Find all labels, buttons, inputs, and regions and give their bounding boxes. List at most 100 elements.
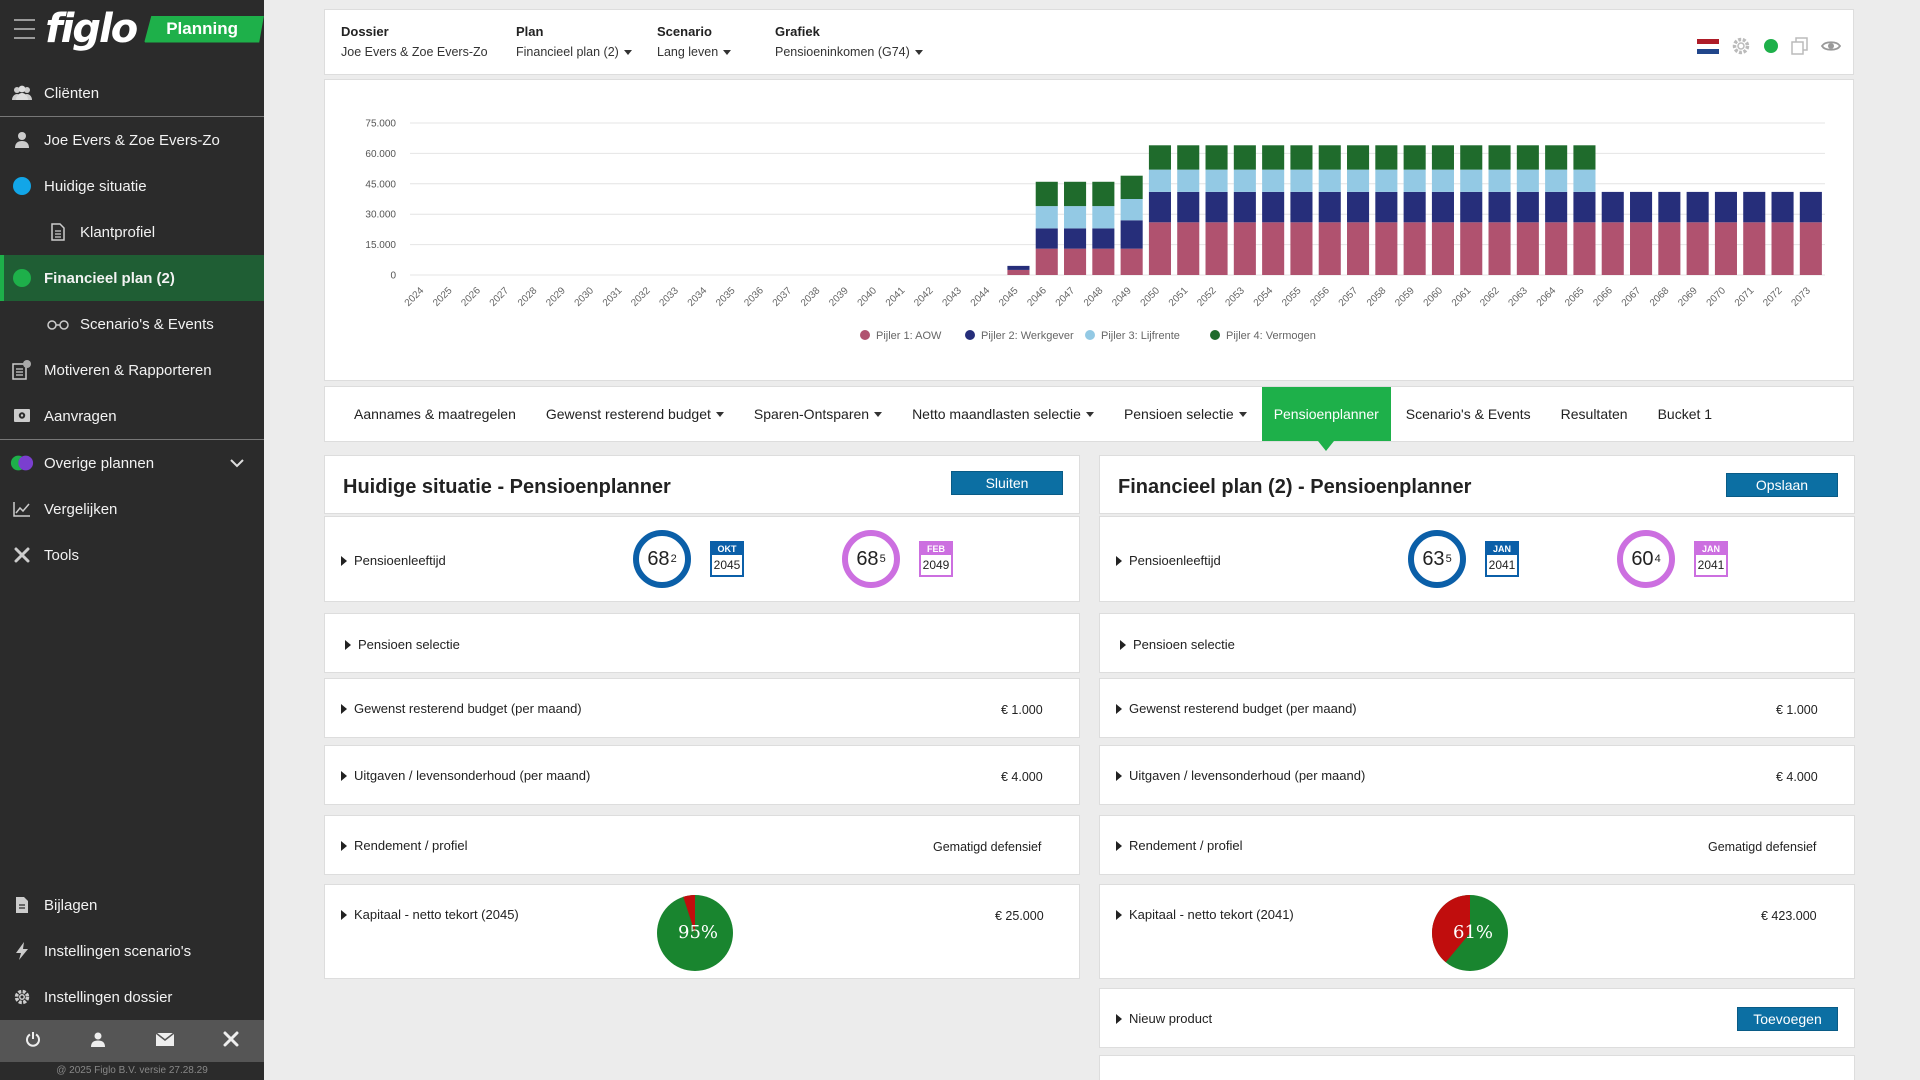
x-tick-label: 2049 bbox=[1110, 285, 1134, 309]
expand-triangle-icon bbox=[1116, 555, 1122, 566]
sidebar-item-scenarios-events[interactable]: Scenario's & Events bbox=[0, 301, 264, 347]
bar-segment-pijler-1 bbox=[1233, 222, 1256, 275]
right-budget-row[interactable]: Gewenst resterend budget (per maand) € 1… bbox=[1099, 678, 1855, 738]
left-rendement-row[interactable]: Rendement / profiel Gematigd defensief bbox=[324, 815, 1080, 875]
chevron-down-icon[interactable] bbox=[230, 455, 244, 472]
tab-resultaten[interactable]: Resultaten bbox=[1546, 387, 1643, 441]
right-rendement-row[interactable]: Rendement / profiel Gematigd defensief bbox=[1099, 815, 1855, 875]
sidebar-item-vergelijken[interactable]: Vergelijken bbox=[0, 486, 264, 532]
tab-label: Pensioen selectie bbox=[1123, 406, 1234, 422]
x-tick-label: 2072 bbox=[1761, 285, 1785, 309]
sidebar-item-dossier[interactable]: Joe Evers & Zoe Evers-Zo bbox=[0, 117, 264, 163]
bar-segment-pijler-3 bbox=[1120, 199, 1143, 221]
right-pensioen-selectie-row[interactable]: Pensioen selectie bbox=[1099, 613, 1855, 673]
right-uitgaven-row[interactable]: Uitgaven / levensonderhoud (per maand) €… bbox=[1099, 745, 1855, 805]
left-pensioenleeftijd-row[interactable]: Pensioenleeftijd 68 2 OKT 2045 68 5 FEB 2049 bbox=[324, 516, 1080, 602]
x-tick-label: 2029 bbox=[544, 285, 568, 309]
x-tick-label: 2042 bbox=[912, 285, 936, 309]
scenario-select[interactable]: Scenario Lang leven bbox=[657, 24, 732, 59]
calendar-icon-partner1: OKT 2045 bbox=[710, 541, 744, 577]
sidebar-item-overige-plannen[interactable]: Overige plannen bbox=[0, 440, 264, 486]
bar-segment-pijler-3 bbox=[1233, 169, 1256, 192]
pie-percent-label: 95% bbox=[678, 922, 719, 943]
sidebar-item-instellingen-scenarios[interactable]: Instellingen scenario's bbox=[0, 928, 264, 974]
x-tick-label: 2032 bbox=[629, 285, 653, 309]
toevoegen-button[interactable]: Toevoegen bbox=[1737, 1007, 1838, 1031]
mail-icon[interactable] bbox=[155, 1031, 175, 1051]
power-icon[interactable] bbox=[25, 1031, 41, 1052]
tab-bucket-1[interactable]: Bucket 1 bbox=[1643, 387, 1727, 441]
age-ring-partner2: 68 5 bbox=[842, 530, 900, 588]
sidebar-item-financieel-plan[interactable]: Financieel plan (2) bbox=[0, 255, 264, 301]
user-profile-icon[interactable] bbox=[90, 1031, 106, 1052]
x-tick-label: 2053 bbox=[1223, 285, 1247, 309]
x-tick-label: 2054 bbox=[1252, 285, 1276, 309]
bar-segment-pijler-4 bbox=[1545, 145, 1568, 170]
document-icon bbox=[46, 222, 70, 242]
sidebar-item-klantprofiel[interactable]: Klantprofiel bbox=[0, 209, 264, 255]
hamburger-menu-icon[interactable] bbox=[14, 19, 36, 39]
sidebar-item-label: Vergelijken bbox=[44, 500, 118, 518]
kapitaal-label: Kapitaal - netto tekort (2041) bbox=[1129, 907, 1294, 922]
sidebar-item-instellingen-dossier[interactable]: Instellingen dossier bbox=[0, 974, 264, 1020]
left-kapitaal-row[interactable]: Kapitaal - netto tekort (2045) € 25.000 … bbox=[324, 884, 1080, 979]
plan-select[interactable]: Plan Financieel plan (2) bbox=[516, 24, 632, 59]
dossier-field[interactable]: Dossier Joe Evers & Zoe Evers-Zo bbox=[341, 24, 488, 59]
tab-sparen-ontsparen[interactable]: Sparen-Ontsparen bbox=[739, 387, 897, 441]
sidebar-item-label: Scenario's & Events bbox=[80, 315, 214, 333]
x-tick-label: 2060 bbox=[1422, 285, 1446, 309]
opslaan-button[interactable]: Opslaan bbox=[1726, 473, 1838, 497]
uitgaven-value: € 4.000 bbox=[1001, 770, 1043, 784]
bar-segment-pijler-1 bbox=[1120, 248, 1143, 275]
x-tick-label: 2039 bbox=[827, 285, 851, 309]
users-icon bbox=[10, 83, 34, 103]
sidebar-item-bijlagen[interactable]: Bijlagen bbox=[0, 882, 264, 928]
nieuw-product-row[interactable]: Nieuw product Toevoegen bbox=[1099, 988, 1855, 1048]
calendar-month: FEB bbox=[921, 543, 951, 555]
left-budget-row[interactable]: Gewenst resterend budget (per maand) € 1… bbox=[324, 678, 1080, 738]
expand-triangle-icon bbox=[341, 555, 347, 566]
sidebar-item-aanvragen[interactable]: Aanvragen bbox=[0, 393, 264, 439]
copy-icon[interactable] bbox=[1791, 37, 1809, 60]
age-months: 4 bbox=[1654, 553, 1661, 565]
bar-segment-pijler-2 bbox=[1403, 191, 1426, 223]
right-kapitaal-row[interactable]: Kapitaal - netto tekort (2041) € 423.000… bbox=[1099, 884, 1855, 979]
sluiten-button[interactable]: Sluiten bbox=[951, 471, 1063, 495]
left-uitgaven-row[interactable]: Uitgaven / levensonderhoud (per maand) €… bbox=[324, 745, 1080, 805]
bar-segment-pijler-4 bbox=[1375, 145, 1398, 170]
bar-segment-pijler-4 bbox=[1233, 145, 1256, 170]
budget-value: € 1.000 bbox=[1001, 703, 1043, 717]
tab-pensioenplanner[interactable]: Pensioenplanner bbox=[1261, 387, 1391, 451]
row-label: Gewenst resterend budget (per maand) bbox=[1116, 701, 1357, 716]
settings-gear-icon[interactable] bbox=[1731, 36, 1751, 61]
tab-scenario-s-events[interactable]: Scenario's & Events bbox=[1391, 387, 1546, 441]
legend-label: Pijler 4: Vermogen bbox=[1226, 330, 1316, 342]
bar-segment-pijler-4 bbox=[1262, 145, 1285, 170]
tab-label: Sparen-Ontsparen bbox=[753, 406, 870, 422]
bar-segment-pijler-1 bbox=[1573, 222, 1596, 275]
bar-segment-pijler-2 bbox=[1743, 191, 1766, 223]
row-label: Uitgaven / levensonderhoud (per maand) bbox=[341, 768, 590, 783]
tab-aannames-maatregelen[interactable]: Aannames & maatregelen bbox=[339, 387, 531, 441]
dutch-flag-icon[interactable] bbox=[1697, 38, 1719, 59]
bar-segment-pijler-1 bbox=[1771, 222, 1794, 275]
budget-label: Gewenst resterend budget (per maand) bbox=[354, 701, 582, 716]
sidebar-item-tools[interactable]: Tools bbox=[0, 532, 264, 578]
legend-swatch bbox=[860, 330, 870, 340]
row-label: Rendement / profiel bbox=[341, 838, 467, 853]
grafiek-select[interactable]: Grafiek Pensioeninkomen (G74) bbox=[775, 24, 923, 59]
tab-gewenst-resterend-budget[interactable]: Gewenst resterend budget bbox=[531, 387, 739, 441]
sidebar-item-clienten[interactable]: Cliënten bbox=[0, 70, 264, 116]
right-pensioenleeftijd-row[interactable]: Pensioenleeftijd 63 5 JAN 2041 60 4 JAN 2041 bbox=[1099, 516, 1855, 602]
calendar-icon-partner2: FEB 2049 bbox=[919, 541, 953, 577]
tab-netto-maandlasten-selectie[interactable]: Netto maandlasten selectie bbox=[897, 387, 1109, 441]
left-pensioen-selectie-row[interactable]: Pensioen selectie bbox=[324, 613, 1080, 673]
wrench-icon[interactable] bbox=[223, 1031, 239, 1052]
sidebar-item-motiveren[interactable]: Motiveren & Rapporteren bbox=[0, 347, 264, 393]
x-tick-label: 2035 bbox=[714, 285, 738, 309]
eye-icon[interactable] bbox=[1820, 39, 1842, 58]
y-tick-label: 75.000 bbox=[365, 119, 396, 130]
sidebar-item-huidige-situatie[interactable]: Huidige situatie bbox=[0, 163, 264, 209]
tab-pensioen-selectie[interactable]: Pensioen selectie bbox=[1109, 387, 1262, 441]
x-tick-label: 2038 bbox=[799, 285, 823, 309]
